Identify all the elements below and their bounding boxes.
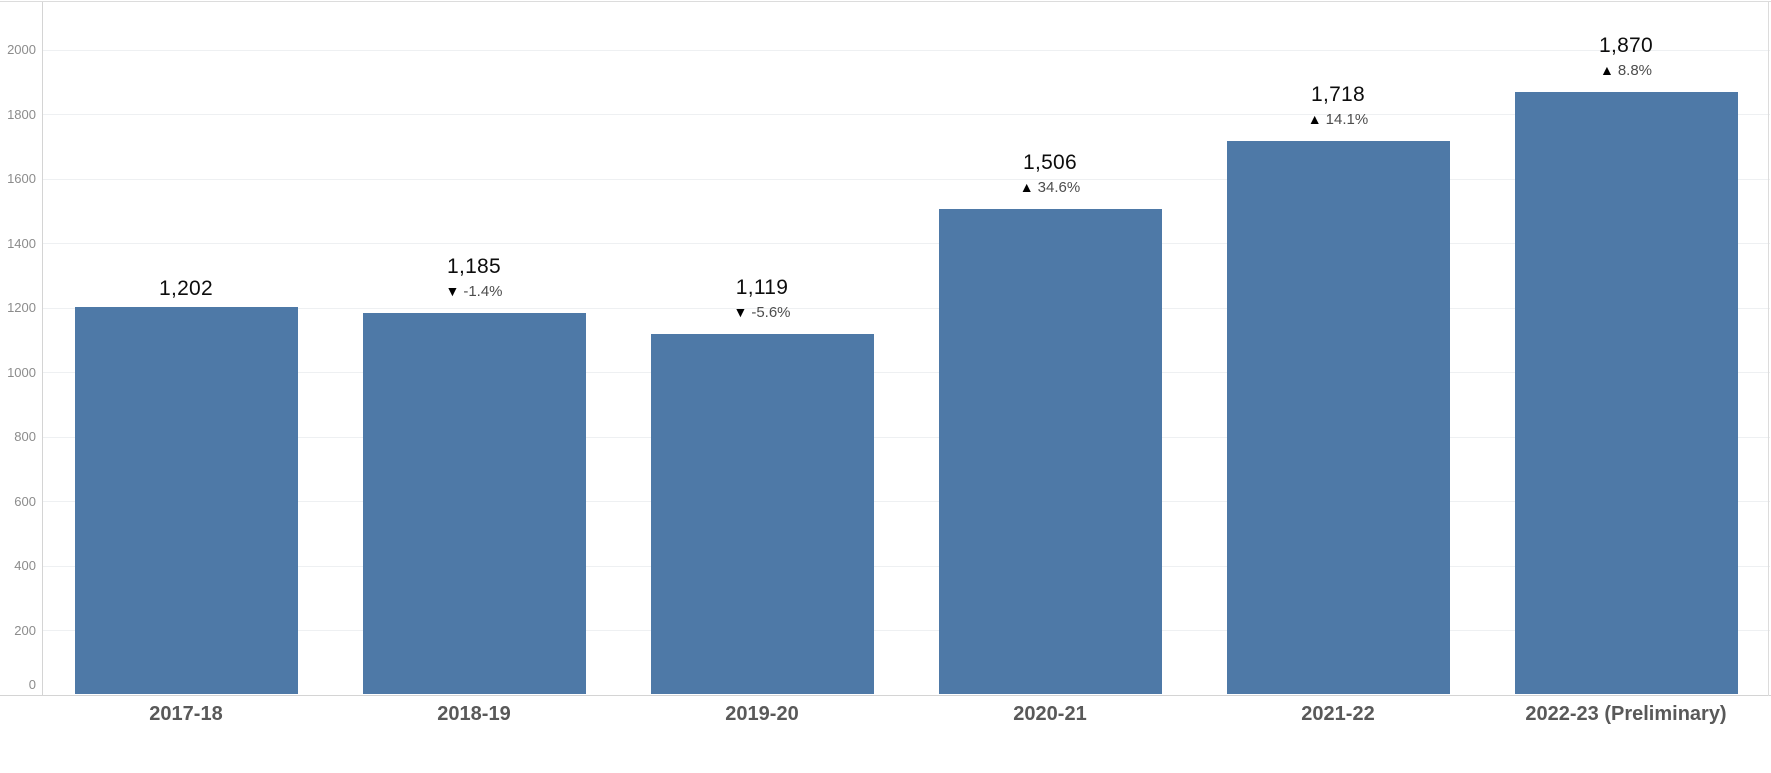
bar-value-label: 1,870 [1598,33,1654,57]
change-percent-text: 34.6% [1037,179,1081,197]
change-percent-text: 8.8% [1617,61,1653,79]
bar-change-label: ▼ -5.6% [672,303,852,322]
bar-value-label: 1,202 [158,277,214,301]
bar-2017-18[interactable] [74,307,298,694]
gridline [42,307,1770,309]
up-arrow-icon: ▲ [1307,110,1322,127]
y-axis-tick-label: 1200 [7,300,36,315]
bar-change-label: ▲ 14.1% [1248,110,1428,129]
down-arrow-icon: ▼ [445,282,460,299]
y-axis-tick-label: 1400 [7,235,36,251]
x-axis-category-label: 2018-19 [437,703,511,725]
bar-change-label: ▲ 8.8% [1536,61,1716,80]
y-axis-tick-label: 1600 [7,171,36,186]
gridline [42,372,1770,373]
y-axis-tick-label: 400 [14,558,36,573]
bar-2021-22[interactable] [1226,140,1450,694]
y-axis-tick-label: 800 [14,429,36,444]
y-axis-tick-label: 1000 [7,364,36,380]
chart-top-border [0,1,1771,2]
up-arrow-icon: ▲ [1019,179,1034,196]
gridline [42,565,1770,567]
bar-value-label: 1,119 [735,276,789,300]
gridline [42,114,1770,115]
gridline [42,501,1770,502]
gridline [42,49,1770,51]
x-axis-category-label: 2020-21 [1013,703,1087,725]
bar-2022-23-preliminary[interactable] [1514,91,1738,694]
up-arrow-icon: ▲ [1599,61,1614,78]
bar-2019-20[interactable] [650,334,874,694]
x-axis-category-label: 2022-23 (Preliminary) [1525,703,1727,725]
y-axis-tick-label: 2000 [7,42,36,57]
x-axis-category-label: 2019-20 [725,703,799,725]
y-axis-line [42,1,43,695]
bar-change-label: ▲ 34.6% [960,178,1140,197]
gridline [42,243,1770,244]
y-axis-tick-label: 0 [28,677,36,692]
bar-value-label: 1,506 [1022,151,1078,175]
x-axis-category-label: 2021-22 [1301,703,1375,725]
y-axis-tick-label: 1800 [7,106,36,122]
down-arrow-icon: ▼ [733,304,748,321]
bar-2020-21[interactable] [938,209,1162,694]
y-axis-tick-label: 200 [14,622,36,638]
bar-value-label: 1,185 [446,254,502,278]
gridline [42,436,1770,438]
bar-value-label: 1,718 [1310,82,1366,106]
bar-change-label: ▼ -1.4% [384,282,564,301]
change-percent-text: 14.1% [1325,110,1369,128]
bar-2018-19[interactable] [362,312,586,694]
x-axis-line [0,695,1771,696]
gridline [42,630,1770,631]
change-percent-text: -5.6% [751,304,791,322]
change-percent-text: -1.4% [463,282,503,300]
x-axis-category-label: 2017-18 [149,703,223,725]
chart-right-border [1768,1,1769,696]
gridline [42,178,1770,180]
y-axis-tick-label: 600 [14,493,36,509]
